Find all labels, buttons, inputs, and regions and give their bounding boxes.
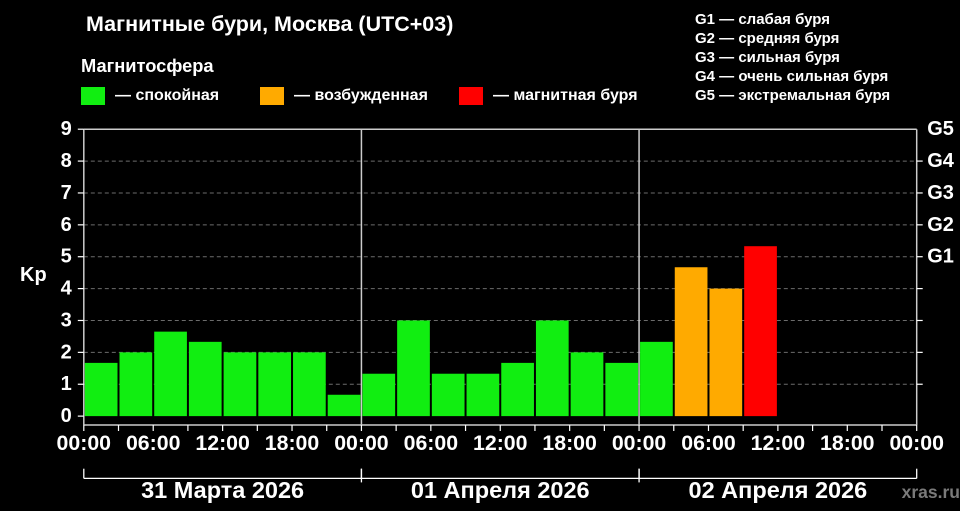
svg-text:G5: G5 [927,118,954,140]
svg-text:7: 7 [61,182,72,204]
svg-text:00:00: 00:00 [57,431,111,455]
svg-text:06:00: 06:00 [681,431,735,455]
svg-text:G2: G2 [927,214,954,236]
svg-text:3: 3 [61,309,72,331]
svg-text:00:00: 00:00 [334,431,388,455]
svg-text:0: 0 [61,405,72,427]
svg-text:00:00: 00:00 [612,431,666,455]
svg-text:8: 8 [61,150,72,172]
svg-text:9: 9 [61,118,72,140]
svg-text:00:00: 00:00 [889,431,943,455]
svg-text:12:00: 12:00 [195,431,249,455]
svg-text:01 Апреля 2026: 01 Апреля 2026 [411,477,590,503]
svg-text:06:00: 06:00 [404,431,458,455]
svg-text:5: 5 [61,246,72,268]
svg-text:xras.ru: xras.ru [902,482,960,502]
svg-text:G3: G3 [927,182,954,204]
svg-text:2: 2 [61,341,72,363]
svg-text:06:00: 06:00 [126,431,180,455]
svg-text:1: 1 [61,373,72,395]
svg-text:6: 6 [61,214,72,236]
svg-text:4: 4 [61,278,73,300]
svg-text:02 Апреля 2026: 02 Апреля 2026 [689,477,868,503]
svg-text:31 Марта 2026: 31 Марта 2026 [141,477,304,503]
svg-text:18:00: 18:00 [820,431,874,455]
svg-text:18:00: 18:00 [265,431,319,455]
svg-text:G4: G4 [927,150,955,172]
svg-text:12:00: 12:00 [473,431,527,455]
svg-text:G1: G1 [927,246,954,268]
svg-text:12:00: 12:00 [751,431,805,455]
svg-text:18:00: 18:00 [542,431,596,455]
